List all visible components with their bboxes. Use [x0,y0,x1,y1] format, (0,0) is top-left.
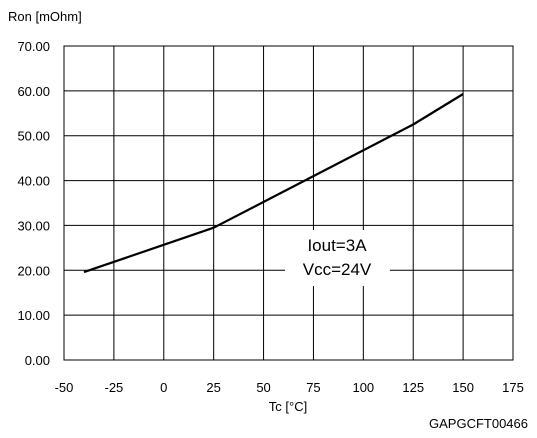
y-tick-label: 0.00 [25,353,50,368]
x-tick-label: 75 [306,380,320,395]
x-tick-label: 175 [502,380,524,395]
figure-code: GAPGCFT00466 [429,416,528,431]
y-tick-label: 10.00 [17,308,50,323]
annotation-background [285,230,390,286]
x-tick-label: 125 [402,380,424,395]
y-axis-label: Ron [mOhm] [8,9,82,24]
x-tick-label: 50 [256,380,270,395]
y-tick-label: 20.00 [17,263,50,278]
annotation-line-2: Vcc=24V [303,260,372,279]
x-tick-labels: -50 -25 0 25 50 75 100 125 150 175 [55,380,524,395]
x-tick-label: 0 [160,380,167,395]
y-tick-label: 50.00 [17,129,50,144]
x-tick-label: 100 [352,380,374,395]
x-tick-label: 25 [206,380,220,395]
series-line [83,93,464,274]
x-tick-label: -50 [55,380,74,395]
grid [63,45,514,361]
annotation-line-1: Iout=3A [307,236,367,255]
x-axis-label: Tc [°C] [269,399,307,414]
annotation: Iout=3A Vcc=24V [285,230,390,286]
x-tick-label: -25 [104,380,123,395]
series-group [83,93,464,274]
y-tick-label: 60.00 [17,84,50,99]
y-tick-labels: 0.00 10.00 20.00 30.00 40.00 50.00 60.00 70.00 [17,39,50,368]
plot-frame [63,45,514,361]
y-tick-label: 30.00 [17,218,50,233]
y-tick-label: 70.00 [17,39,50,54]
y-tick-label: 40.00 [17,174,50,189]
x-tick-label: 150 [452,380,474,395]
